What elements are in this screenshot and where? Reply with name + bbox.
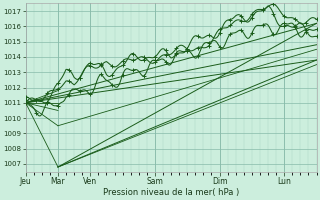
X-axis label: Pression niveau de la mer( hPa ): Pression niveau de la mer( hPa ) xyxy=(103,188,239,197)
